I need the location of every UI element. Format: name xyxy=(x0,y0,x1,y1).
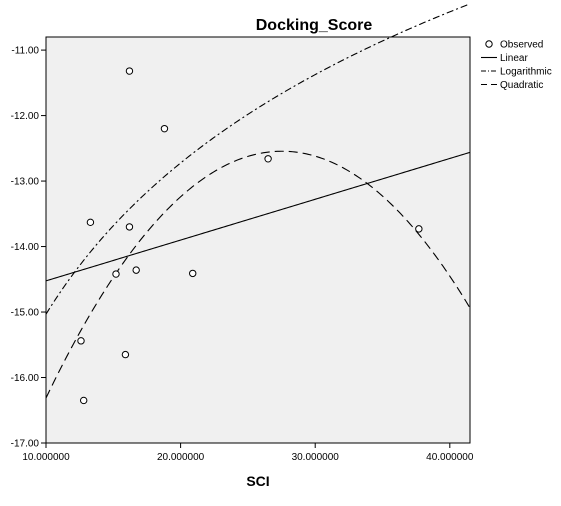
x-axis: 10.000000 20.000000 30.000000 40.000000 xyxy=(22,443,474,463)
x-tick-label: 30.000000 xyxy=(292,452,340,463)
y-axis: -11.00 -12.00 -13.00 -14.00 -15.00 -16.00 -17.… xyxy=(11,46,46,450)
y-tick-label: -12.00 xyxy=(11,111,40,122)
legend-label-logarithmic: Logarithmic xyxy=(500,67,552,78)
observed-point xyxy=(86,218,95,227)
y-tick-label: -14.00 xyxy=(11,242,40,253)
legend: Observed Linear Logarithmic Quadratic xyxy=(481,40,552,91)
linear-fit-line xyxy=(45,151,471,282)
observed-point xyxy=(79,396,88,405)
y-tick-label: -17.00 xyxy=(11,439,40,450)
logarithmic-fit-line xyxy=(45,3,471,315)
observed-point xyxy=(415,225,423,233)
observed-point xyxy=(112,270,120,278)
x-tick-label: 20.000000 xyxy=(157,452,205,463)
x-tick-label: 40.000000 xyxy=(426,452,474,463)
y-tick-label: -13.00 xyxy=(11,177,40,188)
y-tick-label: -16.00 xyxy=(11,373,40,384)
x-tick-label: 10.000000 xyxy=(22,452,70,463)
observed-point xyxy=(77,337,85,345)
y-tick-label: -15.00 xyxy=(11,308,40,319)
chart-title: Docking_Score xyxy=(256,17,373,34)
observed-point xyxy=(160,124,169,133)
legend-label-observed: Observed xyxy=(500,40,543,51)
legend-label-quadratic: Quadratic xyxy=(500,80,543,91)
legend-label-linear: Linear xyxy=(500,53,528,64)
observed-point xyxy=(189,269,197,278)
observed-point xyxy=(121,350,130,359)
observed-point xyxy=(264,155,272,163)
observed-points xyxy=(77,67,423,405)
plot-area xyxy=(45,36,471,444)
y-tick-label: -11.00 xyxy=(11,46,39,57)
observed-point xyxy=(125,223,134,231)
x-axis-title: SCI xyxy=(246,473,269,489)
observed-point xyxy=(132,266,140,274)
observed-point xyxy=(125,67,134,75)
legend-marker-observed xyxy=(485,40,493,48)
